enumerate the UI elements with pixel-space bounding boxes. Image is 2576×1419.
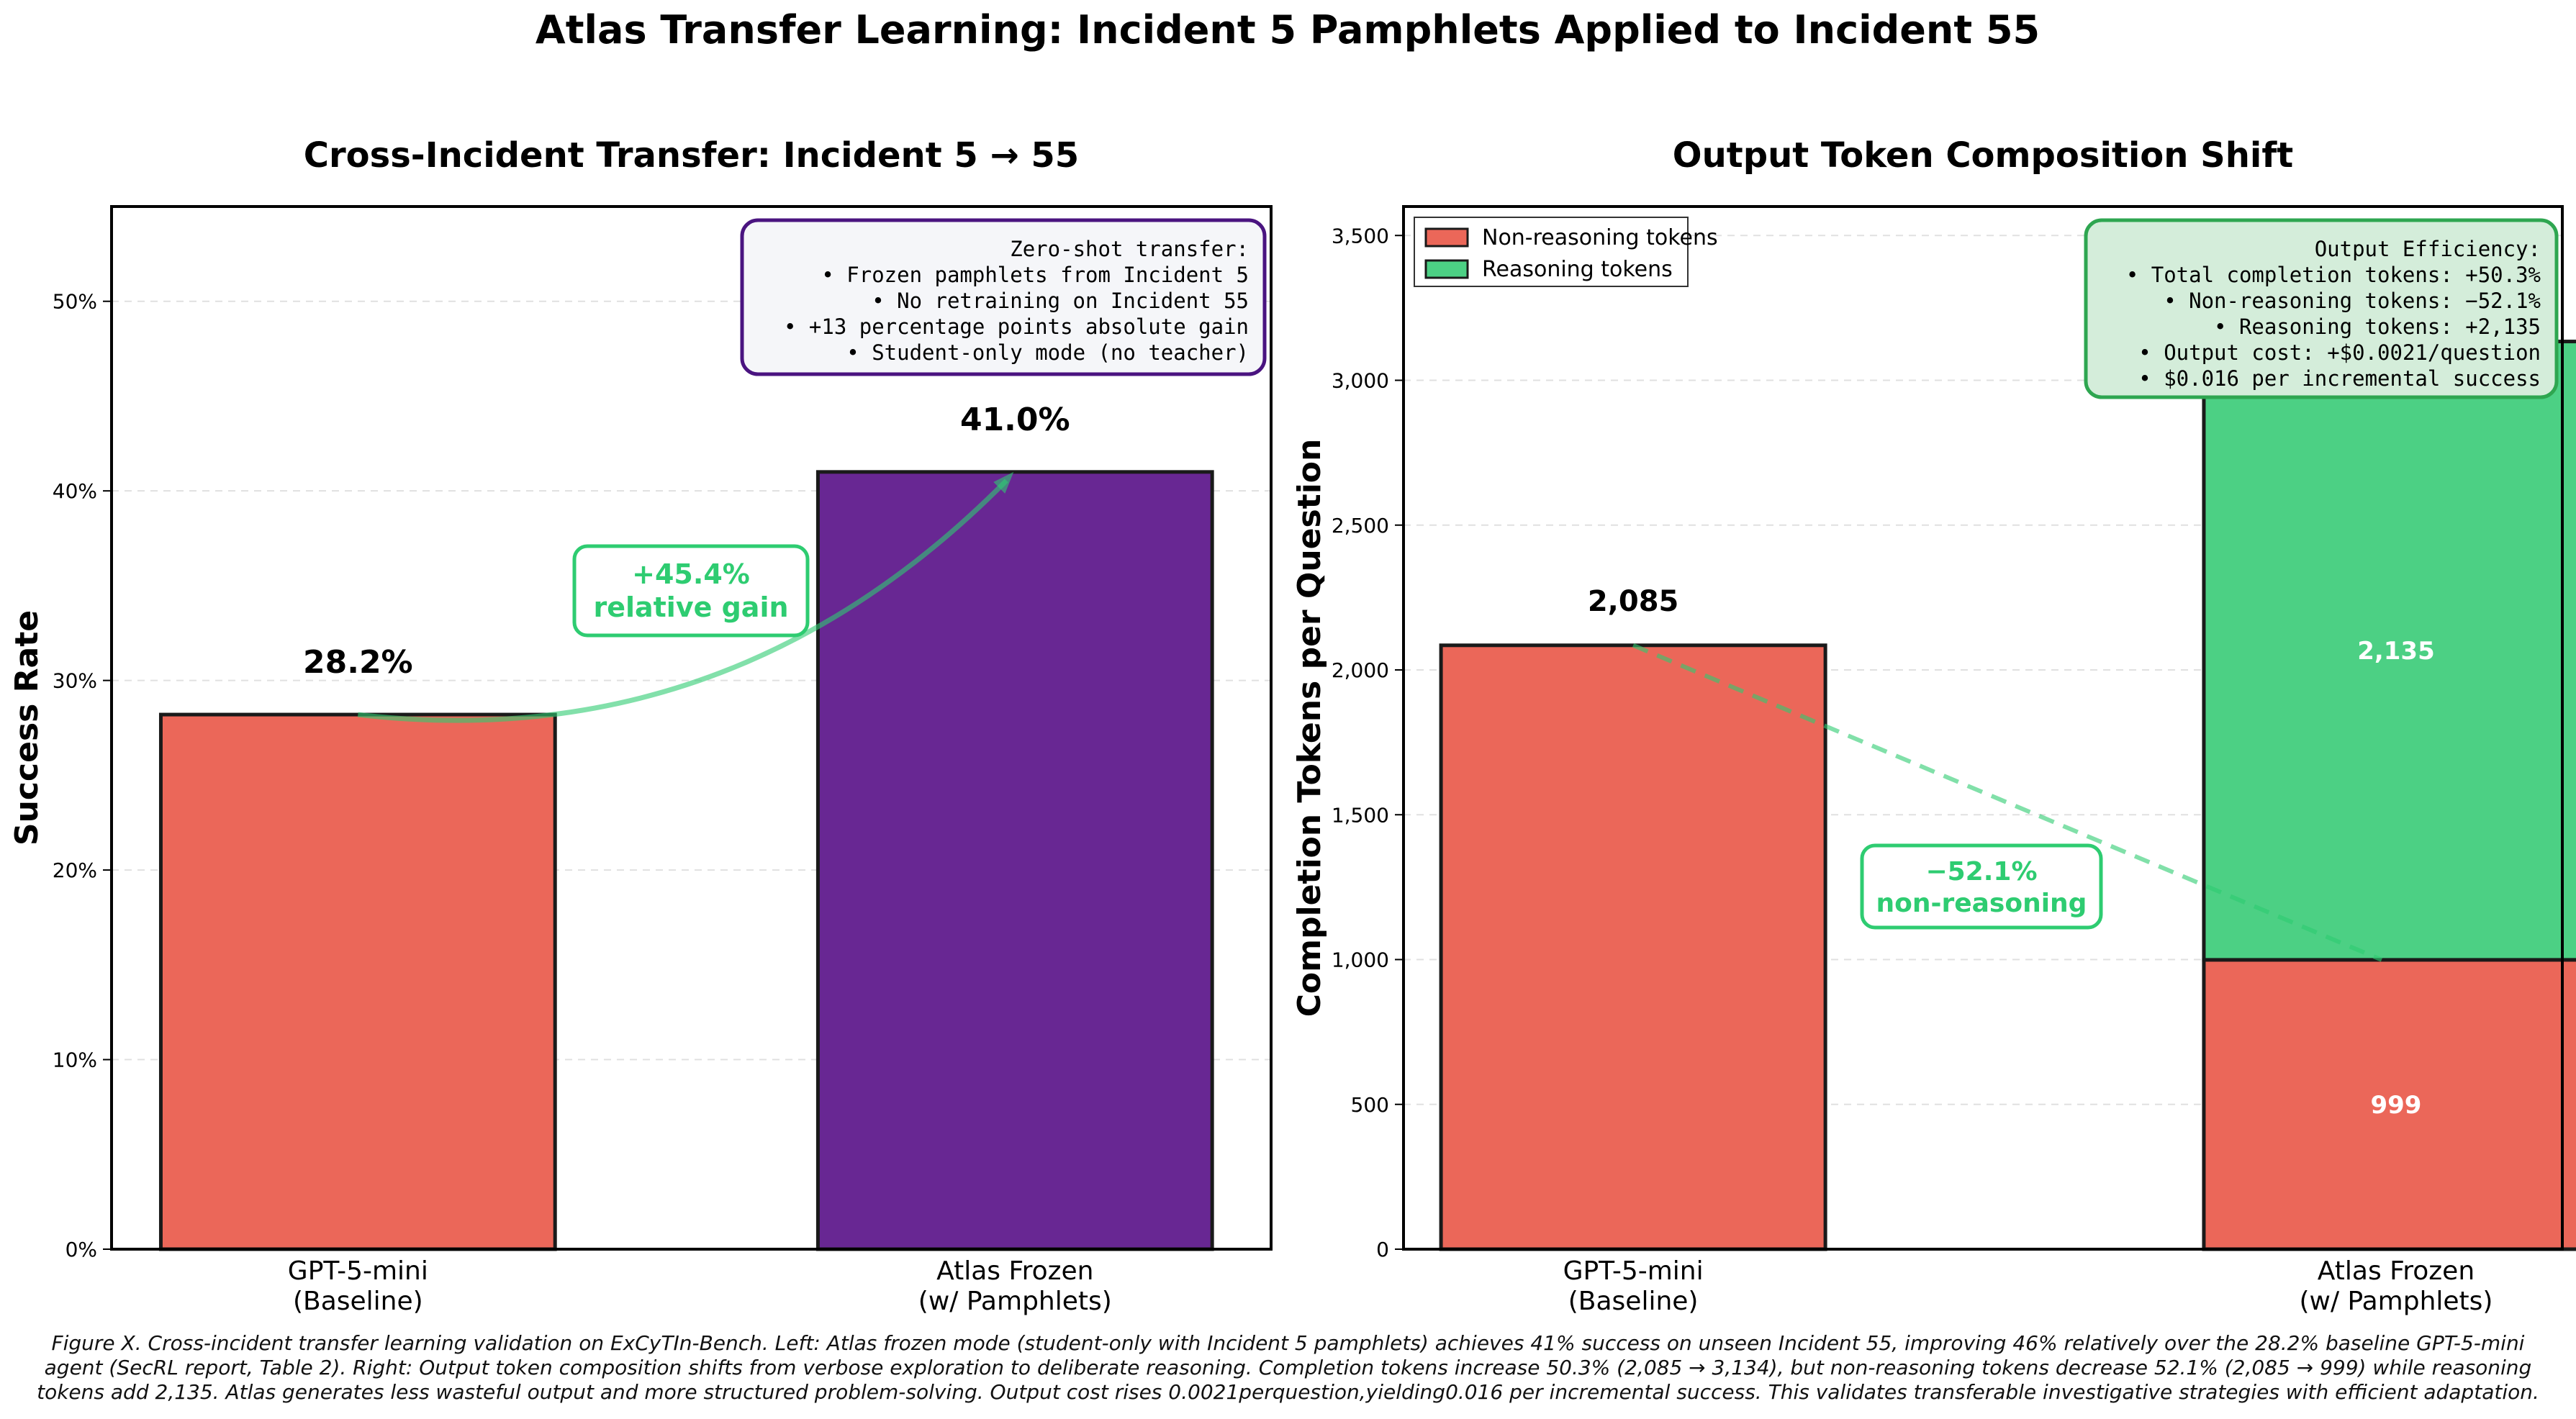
y-tick-label: 3,500 (1332, 224, 1389, 248)
atlas-reasoning-label: 2,135 (2357, 637, 2435, 666)
chart-title: Cross-Incident Transfer: Incident 5 → 55 (304, 135, 1079, 176)
plot-frame (110, 205, 1273, 1251)
y-tick-label: 30% (53, 669, 97, 693)
efficiency-info-line: • $0.016 per incremental success (2138, 366, 2541, 391)
efficiency-info-line: • Non-reasoning tokens: −52.1% (2164, 289, 2541, 313)
transfer-info-line: • Student-only mode (no teacher) (846, 340, 1249, 365)
baseline-total-label: 2,085 (1588, 585, 1679, 618)
y-axis-label: Completion Tokens per Question (1291, 439, 1328, 1017)
non-reasoning-bar-0 (1439, 643, 1827, 1251)
x-tick-label: Atlas Frozen (936, 1256, 1093, 1286)
transfer-info-line: Zero-shot transfer: (1010, 237, 1249, 261)
x-tick-label: Atlas Frozen (2318, 1256, 2475, 1286)
left-chart-panel: 0% 10% 20% 30% 40% 50% 28.2% GPT-5-mini(Baselin… (9, 135, 1273, 1316)
legend-entry: Reasoning tokens (1482, 257, 1673, 282)
y-tick-label: 20% (53, 858, 97, 882)
transfer-info-line: • +13 percentage points absolute gain (784, 314, 1249, 339)
x-tick-label: (Baseline) (1568, 1287, 1699, 1316)
y-axis-label: Success Rate (9, 610, 45, 845)
x-tick-label: (w/ Pamphlets) (918, 1287, 1112, 1316)
efficiency-info-line: • Output cost: +$0.0021/question (2138, 340, 2541, 365)
transfer-info-line: • No retraining on Incident 55 (872, 289, 1249, 313)
y-tick-label: 0% (65, 1238, 97, 1261)
y-tick-label: 1,500 (1332, 803, 1389, 827)
relative-gain-arrow (357, 479, 1008, 723)
x-tick-label: (Baseline) (293, 1287, 423, 1316)
bar-value-label: 28.2% (303, 644, 413, 681)
y-tick-label: 3,000 (1332, 369, 1389, 393)
plot-frame (1402, 205, 2564, 1251)
right-chart-panel: 0 500 1,000 1,500 2,000 2,500 3,000 3,500 GPT-5-… (1291, 135, 2576, 1316)
efficiency-info-box (2084, 218, 2559, 399)
non-reasoning-change-value: −52.1% (1925, 857, 2037, 887)
y-tick-label: 10% (53, 1048, 97, 1072)
y-tick-label: 0 (1376, 1238, 1389, 1261)
x-tick-label: GPT-5-mini (1563, 1256, 1704, 1286)
legend-swatch (1424, 227, 1469, 248)
x-tick-label: (w/ Pamphlets) (2299, 1287, 2493, 1316)
relative-gain-label: relative gain (593, 591, 788, 623)
non-reasoning-change-arrow (1632, 643, 2383, 962)
bar-value-label: 41.0% (960, 402, 1070, 438)
chart-title: Output Token Composition Shift (1673, 135, 2293, 176)
y-tick-label: 500 (1351, 1093, 1389, 1117)
non-reasoning-change-label: non-reasoning (1876, 889, 2087, 918)
transfer-info-line: • Frozen pamphlets from Incident 5 (821, 263, 1249, 287)
y-tick-label: 40% (53, 479, 97, 503)
figure-caption: Figure X. Cross-incident transfer learni… (37, 1331, 2539, 1404)
y-tick-label: 2,000 (1332, 658, 1389, 682)
y-tick-label: 1,000 (1332, 948, 1389, 972)
baseline-bar (158, 712, 557, 1251)
efficiency-info-line: • Reasoning tokens: +2,135 (2214, 314, 2541, 339)
y-tick-label: 2,500 (1332, 514, 1389, 538)
non-reasoning-change-box (1860, 843, 2103, 930)
figure-title: Atlas Transfer Learning: Incident 5 Pamp… (535, 7, 2040, 53)
transfer-info-box (740, 218, 1267, 376)
x-tick-label: GPT-5-mini (288, 1256, 428, 1286)
legend-swatch (1424, 259, 1469, 279)
efficiency-info-line: • Total completion tokens: +50.3% (2126, 263, 2541, 287)
y-tick-label: 50% (53, 290, 97, 314)
efficiency-info-line: Output Efficiency: (2315, 237, 2541, 261)
relative-gain-box (572, 544, 810, 638)
atlas-non-reasoning-label: 999 (2370, 1091, 2421, 1120)
legend-entry: Non-reasoning tokens (1482, 225, 1718, 250)
reasoning-bar-1 (2202, 340, 2576, 962)
relative-gain-arrowhead (993, 471, 1014, 494)
relative-gain-value: +45.4% (632, 558, 750, 590)
